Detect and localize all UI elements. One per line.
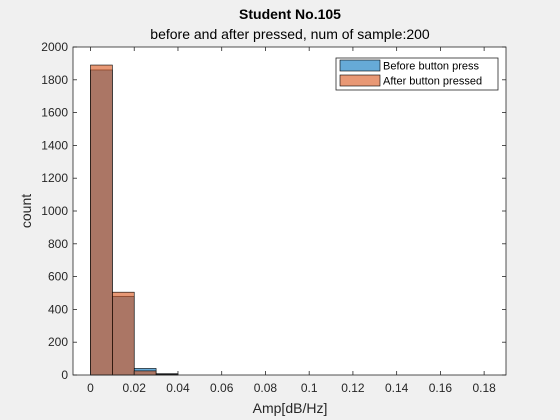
- x-tick-label: 0.02: [123, 381, 147, 395]
- plot-area: [73, 47, 506, 375]
- x-tick-label: 0.06: [210, 381, 234, 395]
- x-tick-label: 0: [87, 381, 94, 395]
- bars-group: [90, 64, 179, 376]
- x-tick-label: 0.16: [429, 381, 453, 395]
- bar-series-1-bin-0: [90, 64, 113, 376]
- chart-title: Student No.105: [239, 6, 341, 22]
- y-tick-label: 1600: [41, 106, 68, 120]
- y-tick-label: 400: [48, 302, 68, 316]
- x-tick-label: 0.12: [341, 381, 365, 395]
- bar-series-1-bin-1: [112, 291, 135, 376]
- y-tick-label: 1800: [41, 73, 68, 87]
- x-tick-label: 0.04: [166, 381, 190, 395]
- x-tick-label: 0.18: [472, 381, 496, 395]
- bar-series-1-bin-2: [133, 370, 157, 376]
- chart-subtitle: before and after pressed, num of sample:…: [150, 26, 430, 42]
- y-tick-label: 2000: [41, 40, 68, 54]
- y-tick-label: 600: [48, 270, 68, 284]
- legend: Before button press After button pressed: [335, 57, 499, 91]
- y-tick-label: 800: [48, 237, 68, 251]
- legend-swatch-after: [339, 74, 381, 87]
- y-tick-label: 0: [61, 368, 68, 382]
- x-tick-label: 0.1: [301, 381, 318, 395]
- x-axis-label: Amp[dB/Hz]: [253, 400, 328, 416]
- x-tick-label: 0.08: [254, 381, 278, 395]
- y-axis-label: count: [18, 194, 34, 228]
- y-tick-label: 200: [48, 335, 68, 349]
- legend-swatch-before: [339, 59, 381, 72]
- legend-label-after: After button pressed: [383, 76, 482, 88]
- y-tick-label: 1200: [41, 171, 68, 185]
- x-tick-label: 0.14: [385, 381, 409, 395]
- y-tick-label: 1400: [41, 138, 68, 152]
- y-tick-label: 1000: [41, 204, 68, 218]
- ticks-group: 0 0.02 0.04 0.06 0.08 0.1 0.12 0.14 0.16 0.18 0 200…: [41, 40, 506, 395]
- legend-label-before: Before button press: [383, 61, 480, 73]
